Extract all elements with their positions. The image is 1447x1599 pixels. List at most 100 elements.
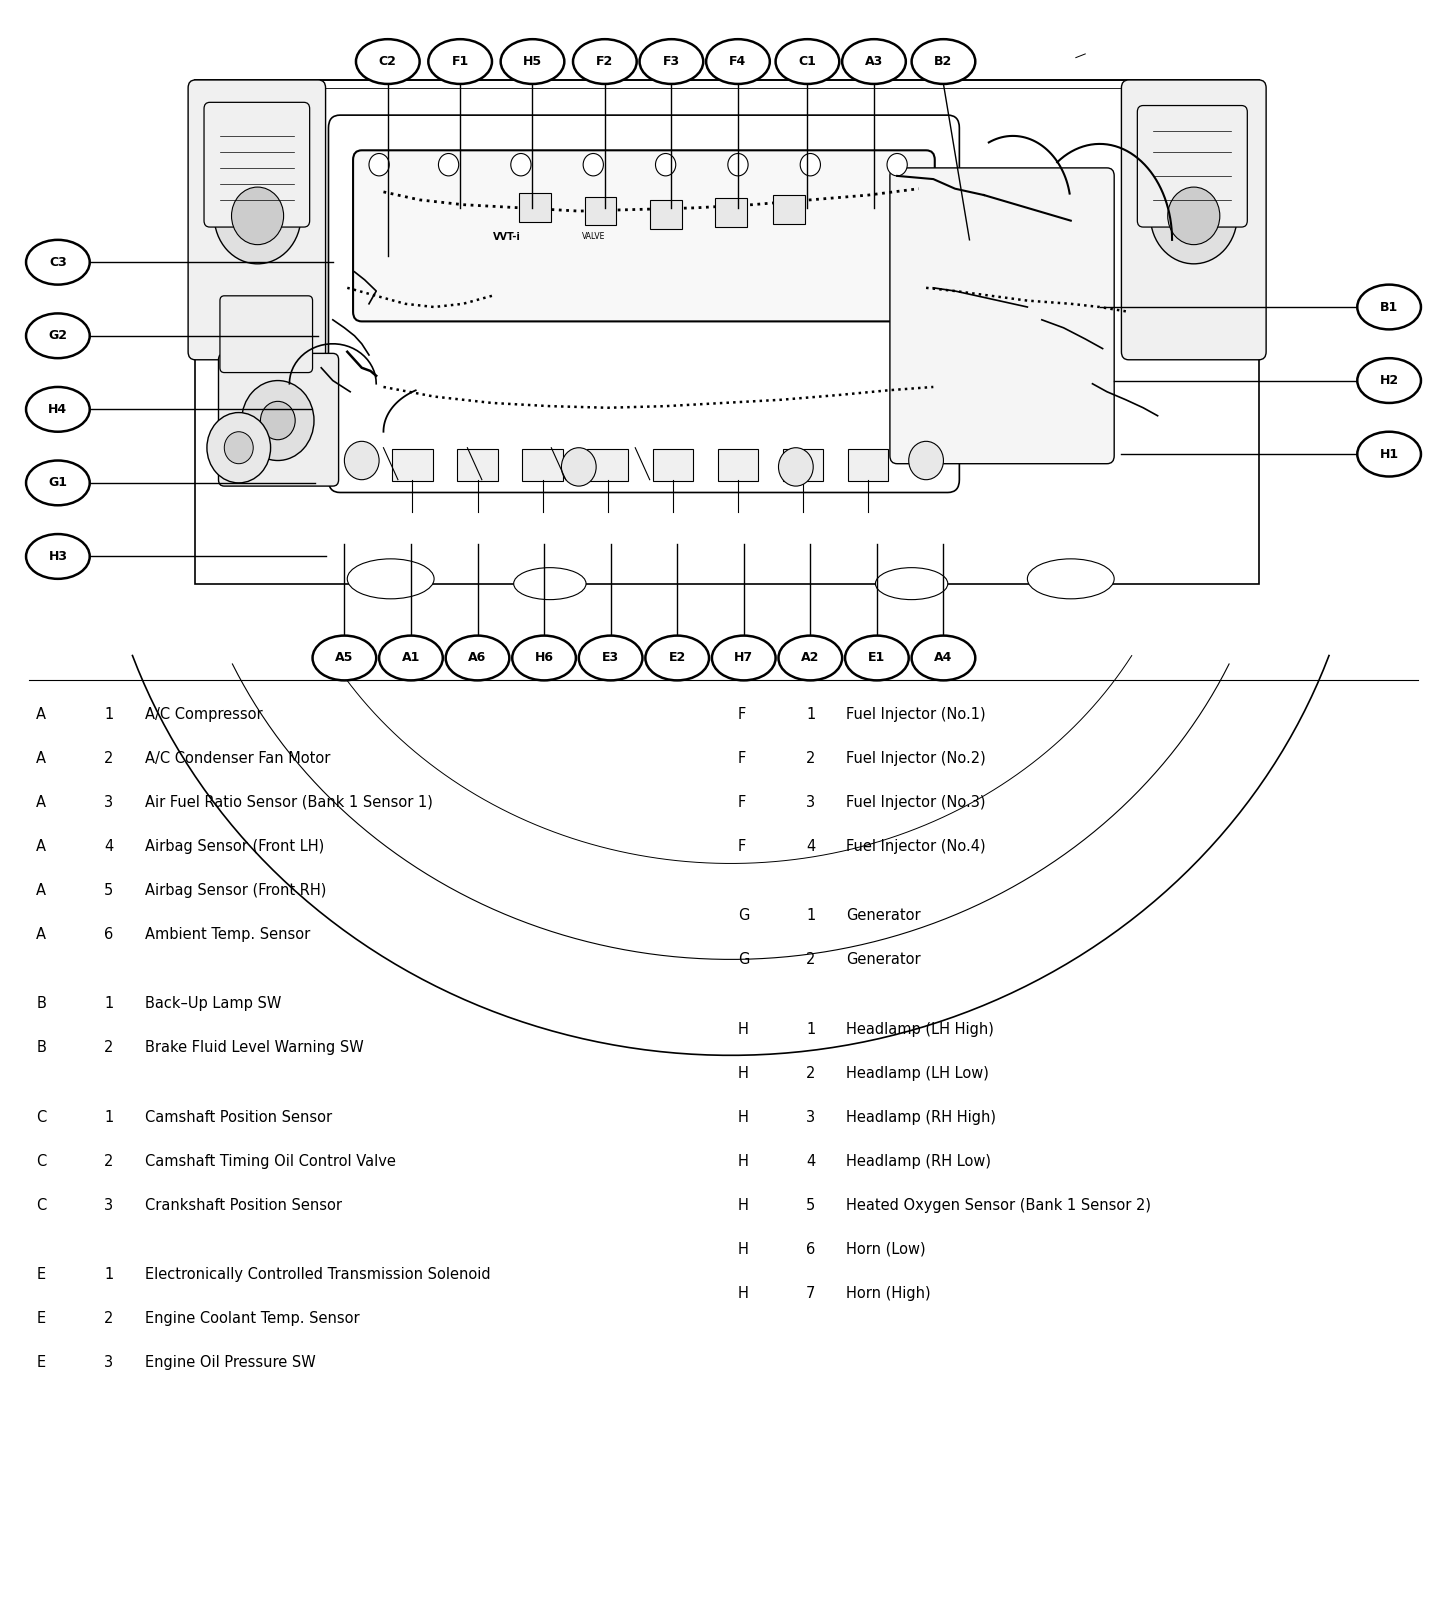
Text: Engine Oil Pressure SW: Engine Oil Pressure SW bbox=[145, 1356, 315, 1370]
Circle shape bbox=[232, 187, 284, 245]
Text: H: H bbox=[738, 1022, 750, 1036]
Ellipse shape bbox=[26, 240, 90, 285]
Text: Crankshaft Position Sensor: Crankshaft Position Sensor bbox=[145, 1198, 341, 1212]
FancyBboxPatch shape bbox=[457, 449, 498, 481]
Text: 1: 1 bbox=[806, 707, 815, 721]
Text: H: H bbox=[738, 1286, 750, 1300]
Ellipse shape bbox=[573, 40, 637, 85]
FancyBboxPatch shape bbox=[715, 198, 747, 227]
Ellipse shape bbox=[640, 40, 703, 85]
FancyBboxPatch shape bbox=[353, 150, 935, 321]
Text: Horn (Low): Horn (Low) bbox=[846, 1242, 926, 1257]
Text: H6: H6 bbox=[534, 651, 554, 665]
FancyBboxPatch shape bbox=[392, 449, 433, 481]
FancyBboxPatch shape bbox=[773, 195, 805, 224]
Circle shape bbox=[1150, 168, 1237, 264]
Text: B: B bbox=[36, 1039, 46, 1055]
FancyBboxPatch shape bbox=[519, 193, 551, 222]
Ellipse shape bbox=[776, 40, 839, 85]
Text: F1: F1 bbox=[451, 54, 469, 69]
Text: E3: E3 bbox=[602, 651, 619, 665]
Text: G: G bbox=[738, 951, 750, 967]
FancyBboxPatch shape bbox=[848, 449, 888, 481]
Circle shape bbox=[207, 413, 271, 483]
FancyBboxPatch shape bbox=[653, 449, 693, 481]
Text: B2: B2 bbox=[935, 54, 952, 69]
Text: Back–Up Lamp SW: Back–Up Lamp SW bbox=[145, 996, 281, 1011]
Text: 6: 6 bbox=[806, 1242, 815, 1257]
Ellipse shape bbox=[842, 40, 906, 85]
Circle shape bbox=[511, 154, 531, 176]
Text: VVT-i: VVT-i bbox=[492, 232, 521, 241]
Ellipse shape bbox=[428, 40, 492, 85]
Ellipse shape bbox=[26, 313, 90, 358]
Ellipse shape bbox=[645, 635, 709, 681]
FancyBboxPatch shape bbox=[188, 80, 326, 360]
Text: H4: H4 bbox=[48, 403, 68, 416]
Text: 3: 3 bbox=[104, 1198, 113, 1212]
Text: H: H bbox=[738, 1110, 750, 1124]
Circle shape bbox=[369, 154, 389, 176]
Circle shape bbox=[583, 154, 603, 176]
Text: F3: F3 bbox=[663, 54, 680, 69]
Ellipse shape bbox=[912, 635, 975, 681]
Text: H: H bbox=[738, 1198, 750, 1212]
Text: H: H bbox=[738, 1154, 750, 1169]
Text: 2: 2 bbox=[104, 1039, 113, 1055]
Text: A6: A6 bbox=[469, 651, 486, 665]
Ellipse shape bbox=[512, 635, 576, 681]
Ellipse shape bbox=[1027, 560, 1114, 598]
Text: Fuel Injector (No.2): Fuel Injector (No.2) bbox=[846, 750, 987, 766]
Text: A2: A2 bbox=[802, 651, 819, 665]
FancyBboxPatch shape bbox=[587, 449, 628, 481]
Text: Airbag Sensor (Front LH): Airbag Sensor (Front LH) bbox=[145, 838, 324, 854]
Text: E1: E1 bbox=[868, 651, 886, 665]
FancyBboxPatch shape bbox=[218, 353, 339, 486]
Text: A1: A1 bbox=[402, 651, 420, 665]
Text: A: A bbox=[36, 926, 46, 942]
Ellipse shape bbox=[706, 40, 770, 85]
Text: 5: 5 bbox=[806, 1198, 815, 1212]
Text: A: A bbox=[36, 838, 46, 854]
Text: C: C bbox=[36, 1198, 46, 1212]
Text: A: A bbox=[36, 707, 46, 721]
Text: F: F bbox=[738, 838, 747, 854]
FancyBboxPatch shape bbox=[328, 115, 959, 492]
Text: H5: H5 bbox=[522, 54, 543, 69]
Ellipse shape bbox=[1357, 432, 1421, 477]
Text: 2: 2 bbox=[104, 1311, 113, 1326]
Text: Headlamp (LH Low): Headlamp (LH Low) bbox=[846, 1067, 990, 1081]
Text: 1: 1 bbox=[104, 1110, 113, 1124]
Ellipse shape bbox=[446, 635, 509, 681]
Text: 1: 1 bbox=[806, 1022, 815, 1036]
Text: C1: C1 bbox=[799, 54, 816, 69]
Text: 2: 2 bbox=[806, 951, 815, 967]
FancyBboxPatch shape bbox=[1137, 106, 1247, 227]
Text: H: H bbox=[738, 1067, 750, 1081]
Text: 2: 2 bbox=[806, 750, 815, 766]
Text: E: E bbox=[36, 1268, 45, 1282]
Ellipse shape bbox=[845, 635, 909, 681]
Ellipse shape bbox=[875, 568, 948, 600]
FancyBboxPatch shape bbox=[783, 449, 823, 481]
Ellipse shape bbox=[501, 40, 564, 85]
Circle shape bbox=[224, 432, 253, 464]
Text: 3: 3 bbox=[104, 1356, 113, 1370]
Text: Electronically Controlled Transmission Solenoid: Electronically Controlled Transmission S… bbox=[145, 1268, 491, 1282]
Text: H1: H1 bbox=[1379, 448, 1399, 461]
Text: F: F bbox=[738, 707, 747, 721]
Text: VALVE: VALVE bbox=[582, 232, 605, 241]
Text: Air Fuel Ratio Sensor (Bank 1 Sensor 1): Air Fuel Ratio Sensor (Bank 1 Sensor 1) bbox=[145, 795, 433, 809]
Circle shape bbox=[800, 154, 820, 176]
Ellipse shape bbox=[579, 635, 642, 681]
Circle shape bbox=[260, 401, 295, 440]
Text: H: H bbox=[738, 1242, 750, 1257]
Text: H7: H7 bbox=[734, 651, 754, 665]
Text: Engine Coolant Temp. Sensor: Engine Coolant Temp. Sensor bbox=[145, 1311, 359, 1326]
Text: A/C Compressor: A/C Compressor bbox=[145, 707, 262, 721]
Ellipse shape bbox=[1357, 285, 1421, 329]
Text: A/C Condenser Fan Motor: A/C Condenser Fan Motor bbox=[145, 750, 330, 766]
Text: Headlamp (RH Low): Headlamp (RH Low) bbox=[846, 1154, 991, 1169]
Text: 1: 1 bbox=[104, 996, 113, 1011]
Text: Fuel Injector (No.3): Fuel Injector (No.3) bbox=[846, 795, 985, 809]
